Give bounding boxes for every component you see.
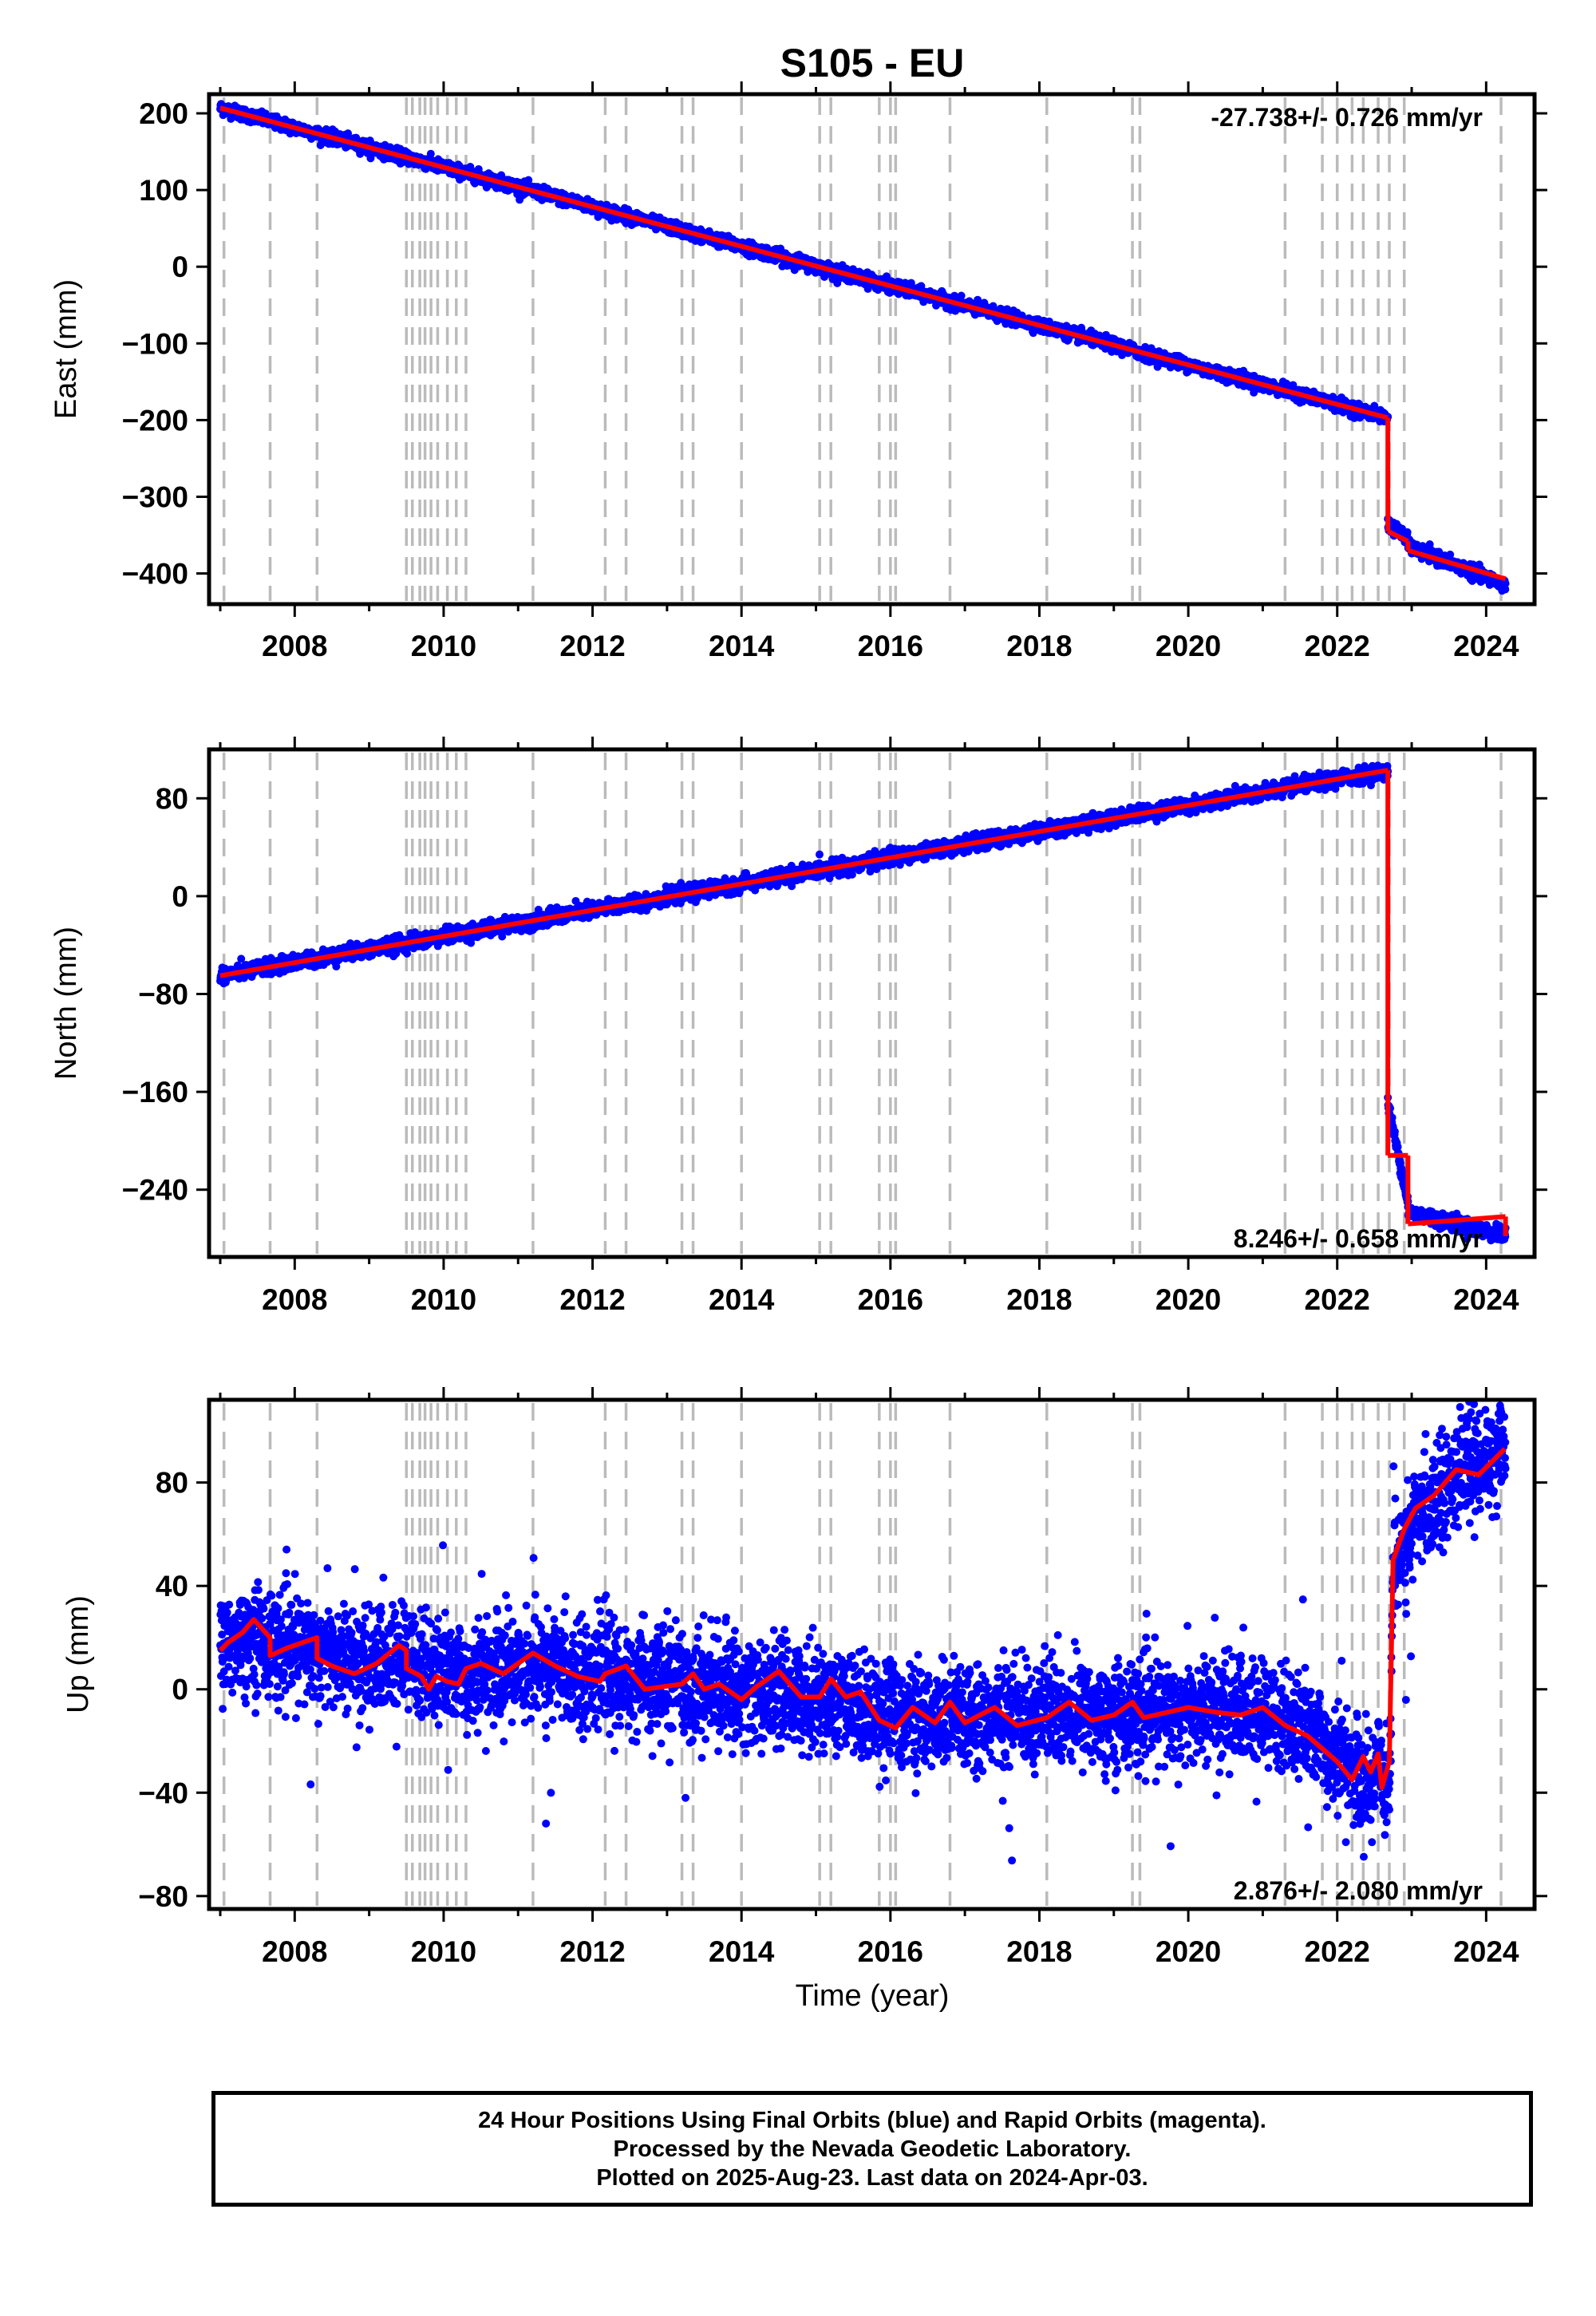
y-tick-label: −200 <box>122 404 188 437</box>
data-point <box>344 129 353 138</box>
data-point <box>1501 579 1510 588</box>
plot-area <box>215 100 1510 595</box>
x-tick-label: 2010 <box>411 630 476 662</box>
x-tick-label: 2016 <box>858 630 923 662</box>
plot-area <box>215 761 1510 1245</box>
north-panel: 2008 2010 2012 2014 2016 2018 2020 2022 2024800−… <box>49 737 1547 1316</box>
y-tick-label: 100 <box>139 174 188 207</box>
x-tick-label: 2018 <box>1006 630 1072 662</box>
data-point <box>957 291 966 300</box>
plot-frame <box>207 92 1537 607</box>
east-panel: 2008 2010 2012 2014 2016 2018 2020 2022 2024 200 1… <box>49 81 1547 662</box>
x-tick-label: 2012 <box>559 630 625 662</box>
y-tick-label: −300 <box>122 480 188 513</box>
data-point <box>1501 585 1510 594</box>
model-line <box>1386 529 1409 543</box>
model-line <box>1407 547 1507 582</box>
data-point <box>1446 550 1455 559</box>
chart-title: S105 - EU <box>780 41 965 85</box>
x-tick-label: 2024 <box>1453 630 1519 662</box>
y-tick-label: −400 <box>122 558 188 591</box>
data-point <box>426 149 435 158</box>
rate-annotation: -27.738+/- 0.726 mm/yr <box>1211 103 1483 132</box>
model-line <box>219 105 1389 421</box>
x-tick-label: 2014 <box>709 630 775 662</box>
data-point <box>237 954 246 963</box>
data-point <box>1403 528 1412 536</box>
y-axis-label: East (mm) <box>49 279 83 419</box>
x-tick-label: 2020 <box>1156 630 1221 662</box>
y-tick-label: 0 <box>172 251 188 283</box>
x-tick-label: 2008 <box>262 630 327 662</box>
data-point <box>524 176 533 184</box>
y-tick-label: 200 <box>139 97 188 130</box>
y-tick-label: −100 <box>122 327 188 360</box>
x-tick-label: 2022 <box>1305 630 1370 662</box>
